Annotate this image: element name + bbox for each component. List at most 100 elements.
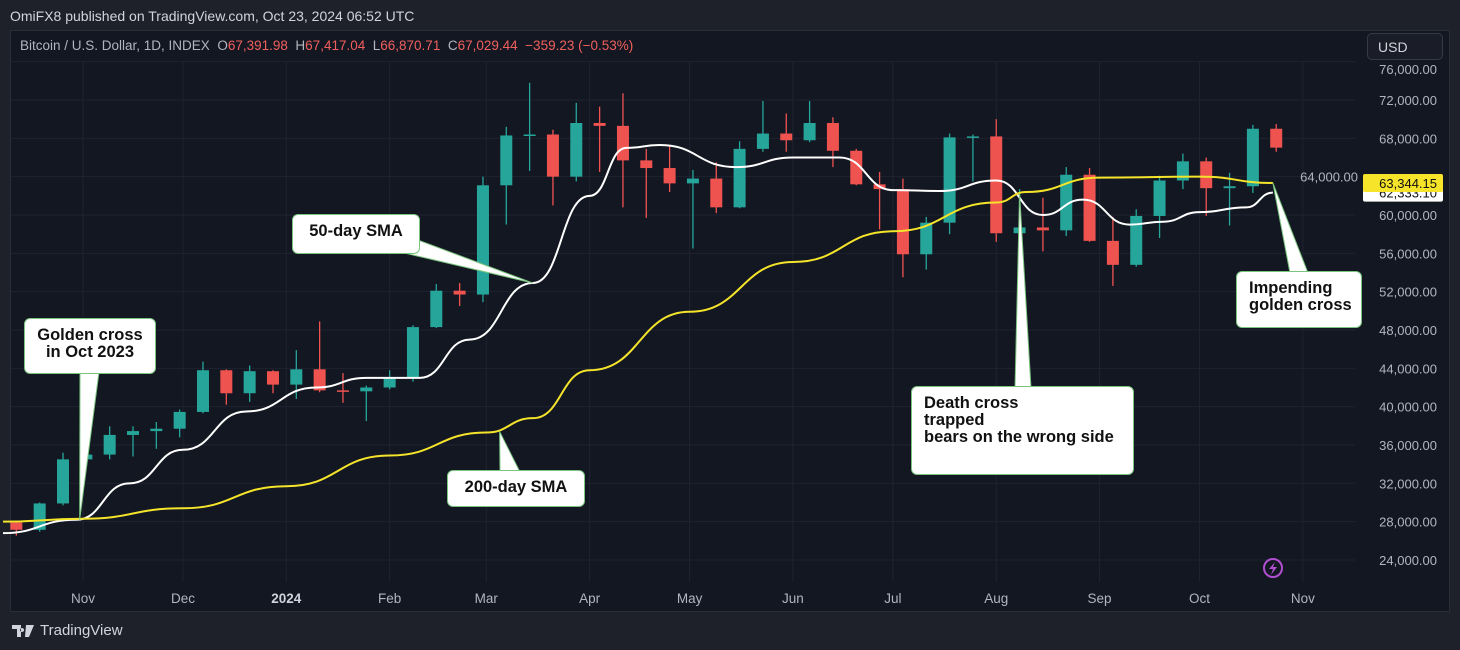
candle [220, 369, 233, 405]
y-tick-label: 52,000.00 [1379, 285, 1437, 300]
candle [616, 93, 629, 208]
open-value: 67,391.98 [227, 38, 288, 53]
currency-button[interactable]: USD [1367, 33, 1443, 60]
candle-body [150, 428, 163, 432]
candle-body [243, 371, 256, 394]
candle [126, 426, 139, 457]
time-axis[interactable]: Nov Dec 2024 Feb Mar Apr May Jun Jul Aug Sep Oct Nov [71, 591, 1315, 606]
y-tick-label: 28,000.00 [1379, 515, 1437, 530]
y-tick-label: 40,000.00 [1379, 400, 1437, 415]
candle [943, 133, 956, 235]
candle [1153, 175, 1166, 238]
candle [1130, 209, 1143, 267]
candle [1060, 167, 1073, 237]
tradingview-brand: TradingView [40, 622, 123, 639]
candle-body [1223, 186, 1236, 189]
close-value: 67,029.44 [457, 38, 518, 53]
candle-body [896, 189, 909, 255]
x-tick-label: May [677, 591, 703, 606]
candle-body [570, 122, 583, 177]
y-tick-label: 44,000.00 [1379, 361, 1437, 376]
callout-pointer [79, 371, 100, 520]
y-tick-label: 24,000.00 [1379, 553, 1437, 568]
tradingview-footer[interactable]: TradingView [12, 622, 123, 639]
price-label-text: 63,344.15 [1379, 176, 1437, 191]
x-tick-label: Nov [1291, 591, 1315, 606]
candle-body [1083, 174, 1096, 241]
candle-body [943, 137, 956, 223]
candle [430, 283, 443, 329]
candle [453, 283, 466, 307]
ohlc-legend: Bitcoin / U.S. Dollar, 1D, INDEX O67,391… [20, 38, 633, 53]
candle [826, 117, 839, 168]
callout-impending-golden-cross: Impending golden cross [1236, 271, 1362, 328]
candles [10, 82, 1283, 536]
candle-body [10, 522, 23, 530]
candle [103, 426, 116, 460]
high-label: H [295, 38, 306, 53]
candle-body [313, 369, 326, 391]
candle-body [616, 125, 629, 161]
x-tick-label: Oct [1189, 591, 1210, 606]
sma-50-line [3, 144, 1273, 535]
candle [570, 102, 583, 182]
candle [476, 176, 489, 303]
price-axis[interactable]: 76,000.00 72,000.00 68,000.00 64,000.00 60,0… [1300, 62, 1443, 568]
candle [360, 385, 373, 422]
candle [150, 421, 163, 449]
candle-body [220, 370, 233, 394]
candle [663, 145, 676, 192]
candle-body [453, 290, 466, 295]
y-tick-label: 48,000.00 [1379, 323, 1437, 338]
candle-body [780, 133, 793, 141]
candle-body [826, 122, 839, 151]
candle [336, 373, 349, 403]
candle-body [803, 122, 816, 141]
candle-body [663, 168, 676, 184]
chart-frame[interactable] [10, 30, 1450, 612]
candle-body [733, 148, 746, 208]
candle [593, 106, 606, 172]
candle [1036, 197, 1049, 252]
candle [1083, 168, 1096, 242]
candle [640, 148, 653, 218]
candle-body [850, 150, 863, 185]
candle-body [336, 390, 349, 392]
sma-200-line [3, 175, 1273, 523]
candle [756, 100, 769, 152]
candle [803, 100, 816, 143]
candle [710, 162, 723, 214]
candle-body [290, 369, 303, 385]
candle [1223, 172, 1236, 226]
x-tick-label: Jul [884, 591, 901, 606]
candle [196, 361, 209, 414]
candle-body [756, 133, 769, 149]
candle-body [360, 387, 373, 392]
candle-body [1270, 128, 1283, 148]
candle-body [103, 434, 116, 455]
candle-body [523, 134, 536, 136]
candle [896, 178, 909, 278]
candle-body [920, 222, 933, 255]
symbol-name: Bitcoin / U.S. Dollar, 1D, INDEX [20, 38, 210, 53]
candle [780, 113, 793, 152]
y-tick-label: 56,000.00 [1379, 246, 1437, 261]
candle-body [640, 160, 653, 169]
candle-body [406, 327, 419, 378]
callout-200-day-sma: 200-day SMA [447, 470, 585, 507]
y-tick-label: 76,000.00 [1379, 62, 1437, 77]
callout-pointer [499, 431, 521, 473]
candle-body [383, 377, 396, 388]
y-tick-label: 72,000.00 [1379, 93, 1437, 108]
candle [1106, 216, 1119, 286]
change-value: −359.23 (−0.53%) [525, 38, 634, 53]
x-tick-label: Sep [1088, 591, 1112, 606]
grid [11, 61, 1355, 582]
candle [243, 365, 256, 402]
candle [266, 370, 279, 394]
candle [1176, 153, 1189, 190]
lightning-icon[interactable] [1263, 558, 1283, 578]
x-tick-label: Mar [475, 591, 499, 606]
candle [850, 148, 863, 186]
